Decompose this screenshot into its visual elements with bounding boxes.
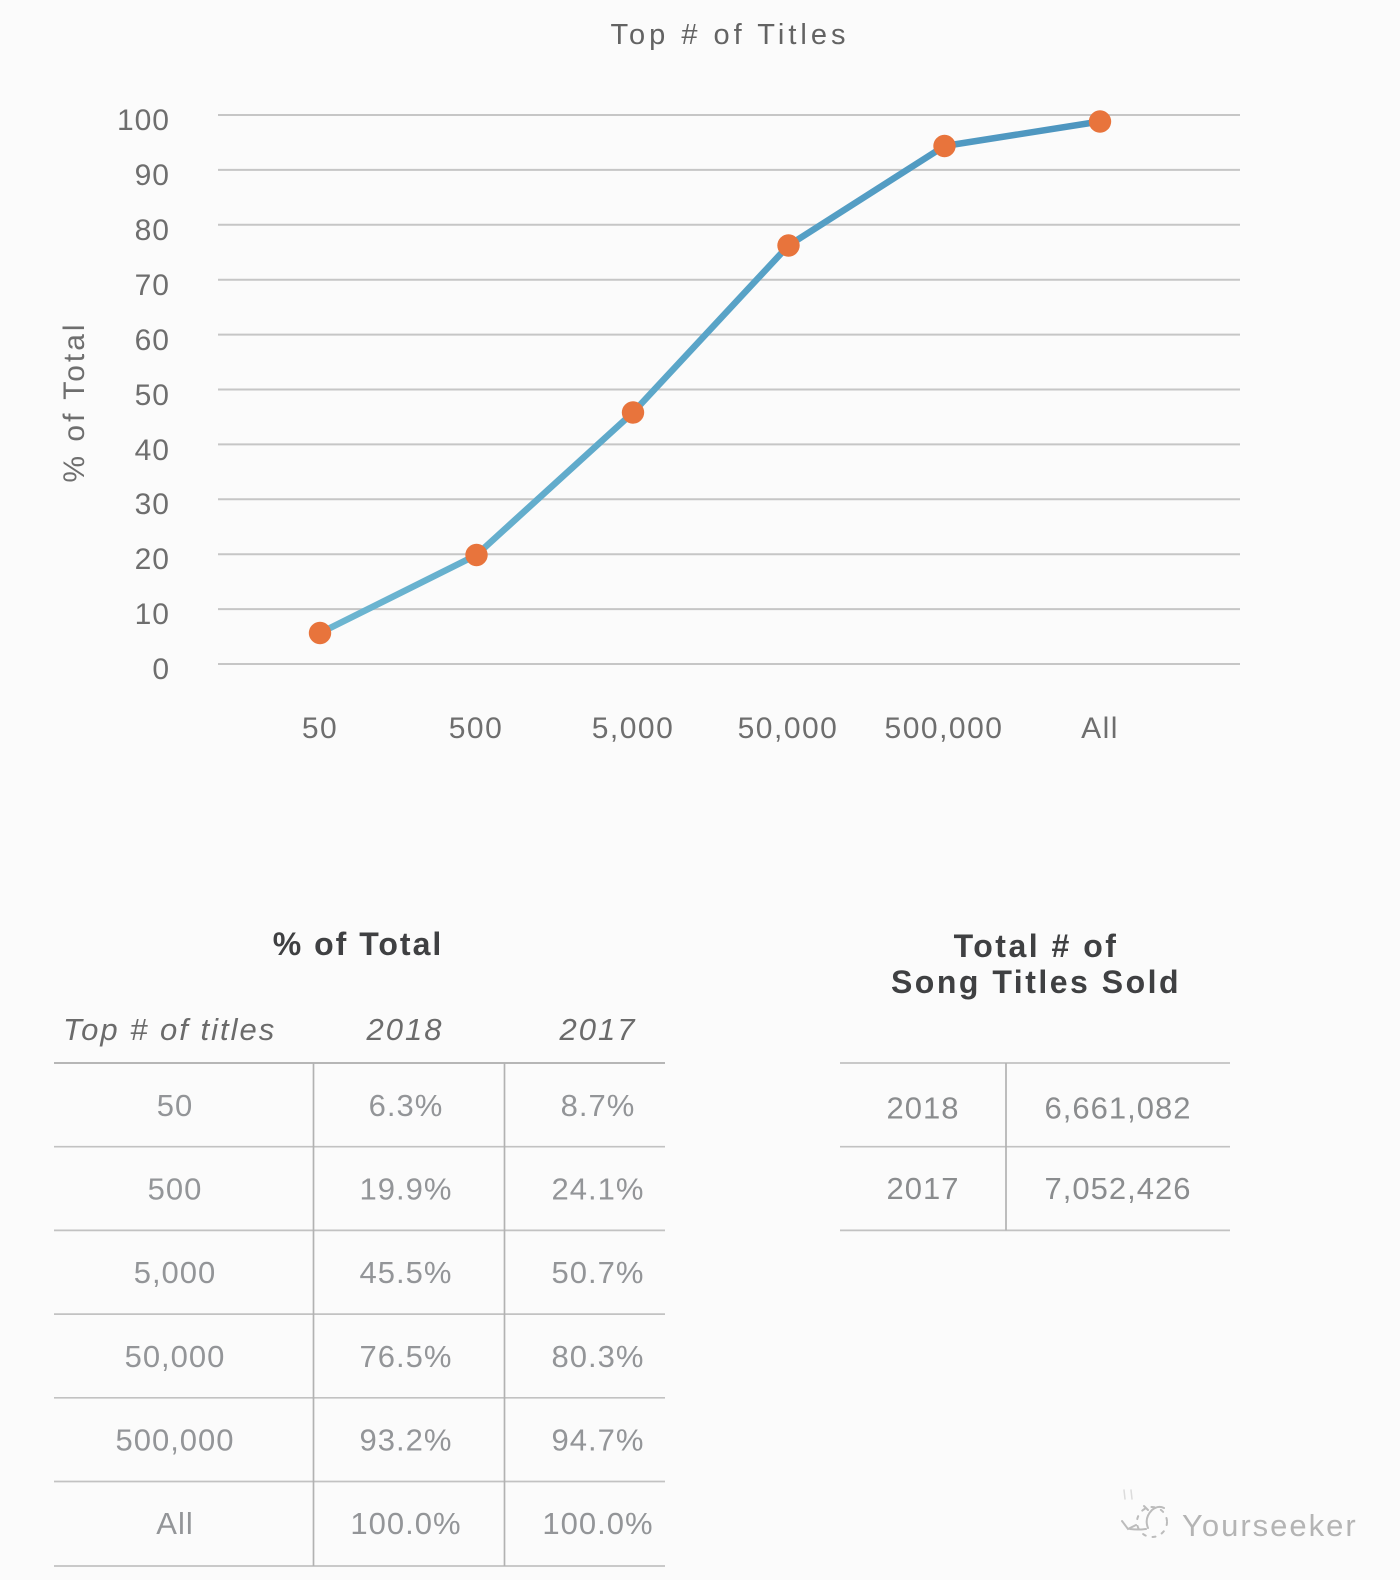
svg-text:50: 50: [157, 1088, 193, 1123]
svg-text:50,000: 50,000: [738, 712, 839, 745]
svg-text:50.7%: 50.7%: [552, 1255, 645, 1290]
svg-text:24.1%: 24.1%: [552, 1172, 645, 1207]
svg-text:90: 90: [135, 159, 170, 192]
svg-text:2018: 2018: [366, 1012, 444, 1047]
svg-text:10: 10: [135, 598, 170, 631]
svg-text:5,000: 5,000: [134, 1255, 217, 1290]
svg-text:500,000: 500,000: [885, 712, 1004, 745]
svg-text:94.7%: 94.7%: [552, 1423, 645, 1458]
svg-text:45.5%: 45.5%: [360, 1255, 453, 1290]
svg-text:500,000: 500,000: [115, 1423, 234, 1458]
svg-text:Yourseeker: Yourseeker: [1182, 1508, 1358, 1543]
svg-text:% of Total: % of Total: [58, 321, 91, 482]
svg-text:500: 500: [148, 1172, 203, 1207]
svg-text:2018: 2018: [887, 1091, 960, 1126]
svg-text:Top # of titles: Top # of titles: [63, 1012, 276, 1047]
svg-text:50: 50: [302, 712, 338, 745]
svg-text:100: 100: [117, 104, 170, 137]
svg-text:All: All: [156, 1506, 193, 1541]
svg-text:Top # of Titles: Top # of Titles: [611, 19, 850, 51]
svg-text:30: 30: [135, 488, 170, 521]
svg-text:50: 50: [135, 379, 170, 412]
svg-text:70: 70: [135, 269, 170, 302]
svg-text:76.5%: 76.5%: [360, 1339, 453, 1374]
svg-text:40: 40: [135, 434, 170, 467]
svg-text:7,052,426: 7,052,426: [1045, 1171, 1192, 1206]
svg-text:93.2%: 93.2%: [360, 1423, 453, 1458]
svg-text:100.0%: 100.0%: [350, 1506, 461, 1541]
svg-text:2017: 2017: [887, 1171, 960, 1206]
svg-text:500: 500: [449, 712, 504, 745]
svg-text:Song Titles Sold: Song Titles Sold: [891, 964, 1181, 1000]
svg-text:80.3%: 80.3%: [552, 1339, 645, 1374]
svg-text:0: 0: [152, 653, 170, 686]
svg-text:All: All: [1081, 712, 1119, 745]
svg-text:2017: 2017: [559, 1012, 637, 1047]
svg-text:6,661,082: 6,661,082: [1045, 1091, 1192, 1126]
svg-text:% of Total: % of Total: [273, 926, 444, 962]
svg-text:5,000: 5,000: [592, 712, 675, 745]
svg-text:6.3%: 6.3%: [369, 1088, 444, 1123]
svg-text:8.7%: 8.7%: [561, 1088, 636, 1123]
svg-text:19.9%: 19.9%: [360, 1172, 453, 1207]
svg-text:20: 20: [135, 543, 170, 576]
svg-text:100.0%: 100.0%: [542, 1506, 653, 1541]
svg-text:Total # of: Total # of: [954, 928, 1119, 964]
svg-text:60: 60: [135, 324, 170, 357]
svg-text:50,000: 50,000: [125, 1339, 226, 1374]
svg-text:80: 80: [135, 214, 170, 247]
